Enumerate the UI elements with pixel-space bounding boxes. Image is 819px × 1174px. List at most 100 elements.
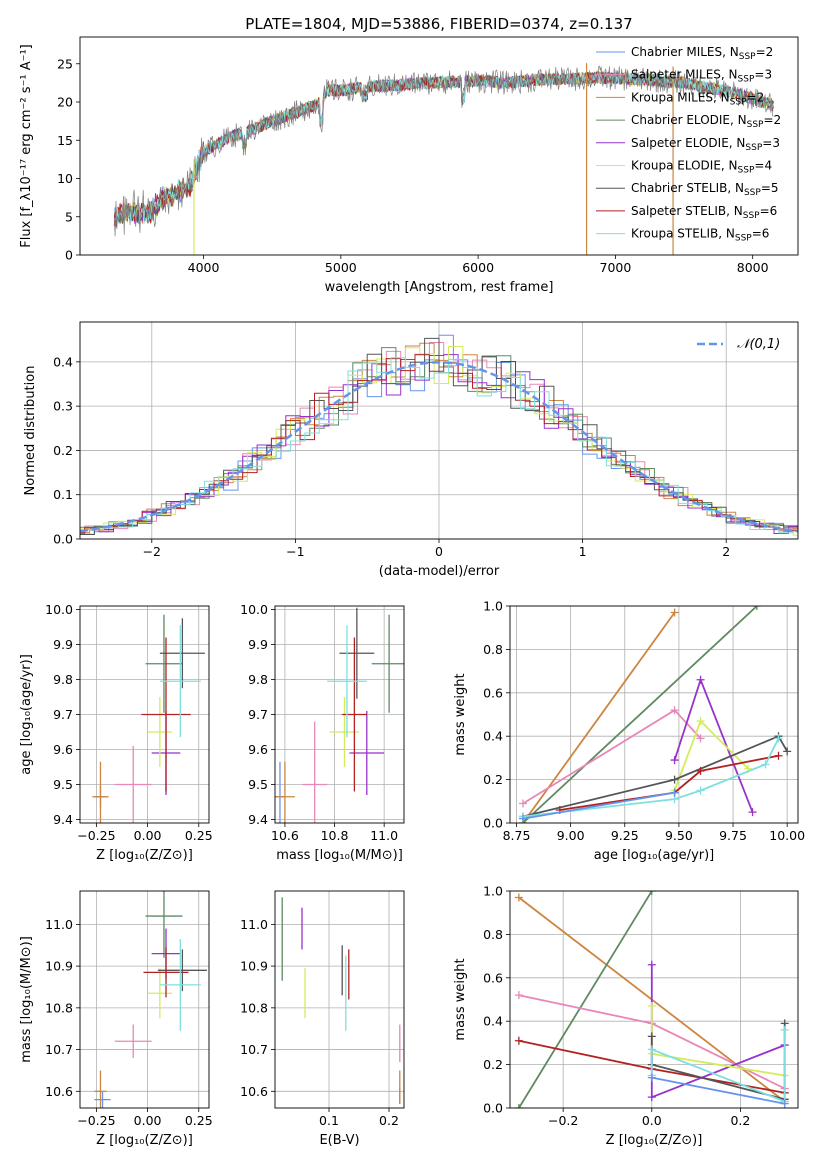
y-tick-label: 9.9	[53, 637, 73, 652]
weight-marker	[670, 788, 679, 797]
y-axis-label: age [log₁₀(age/yr)]	[19, 654, 34, 775]
spectrum-axes: 4000 5000 6000 7000 8000 0 5 10 15 20 25 wavelength…	[19, 44, 769, 295]
mass_vs_EBV-frame	[274, 890, 405, 1109]
y-tick-label: 11.0	[45, 917, 73, 932]
residuals-frame	[79, 321, 799, 540]
x-tick-label: −1	[286, 544, 304, 559]
data-spectrum-line	[113, 65, 774, 237]
legend-label: Chabrier MILES, NSSP=2	[631, 45, 773, 62]
y-tick-label: 0.6	[483, 970, 503, 985]
legend-subscript: SSP	[730, 97, 747, 107]
y-tick-label: 10.6	[45, 1084, 73, 1099]
weight-marker	[518, 799, 527, 808]
y-axis-label: mass [log₁₀(M/M⊙)]	[19, 936, 34, 1063]
spectrum-frame	[79, 36, 799, 256]
weight-marker	[696, 675, 705, 684]
legend-subscript: SSP	[735, 234, 752, 244]
y-tick-label: 0.2	[483, 772, 503, 787]
weight-marker	[647, 1073, 656, 1082]
weight-marker	[514, 1104, 523, 1108]
y-tick-label: 1.0	[483, 884, 503, 899]
weight-marker	[752, 606, 761, 610]
weight_vs_Z-frame	[509, 890, 799, 1109]
y-tick-label: 9.5	[248, 777, 268, 792]
x-tick-label: 9.50	[665, 828, 693, 843]
mass_vs_Z-frame	[79, 890, 210, 1109]
y-tick-label: 11.0	[240, 917, 268, 932]
legend-label: 𝒩(0,1)	[737, 337, 780, 352]
weight_vs_age-grid	[510, 605, 798, 824]
weight-marker	[647, 1045, 656, 1054]
weight-line	[518, 891, 653, 1108]
x-axis-label: E(B-V)	[319, 1133, 359, 1148]
legend-subscript: SSP	[744, 188, 761, 198]
spectrum-legend: Chabrier MILES, NSSP=2 Salpeter MILES, NS…	[596, 45, 781, 244]
x-tick-label: 8.75	[503, 828, 531, 843]
x-tick-label: −0.2	[548, 1113, 578, 1128]
weight-marker	[696, 766, 705, 775]
legend-count: =6	[752, 227, 770, 241]
weight-marker	[761, 760, 770, 769]
x-tick-label: 9.25	[611, 828, 639, 843]
legend-label: Chabrier STELIB, NSSP=5	[631, 181, 779, 198]
legend-count: =4	[754, 159, 772, 173]
figure-title: PLATE=1804, MJD=53886, FIBERID=0374, z=0…	[245, 15, 632, 33]
legend-subscript: SSP	[738, 75, 755, 85]
gaussian-curve	[80, 361, 798, 533]
weight-marker	[774, 751, 783, 760]
weight-marker	[670, 706, 679, 715]
weight-marker	[748, 808, 757, 817]
y-tick-label: 10.8	[45, 1000, 73, 1015]
x-tick-label: 5000	[325, 260, 357, 275]
weight-line	[673, 677, 754, 813]
legend-count: =2	[763, 113, 781, 127]
x-tick-label: 0	[435, 544, 443, 559]
x-axis-label: Z [log₁₀(Z/Z⊙)]	[96, 1133, 193, 1148]
x-axis-label: Z [log₁₀(Z/Z⊙)]	[96, 848, 193, 863]
histogram-step	[80, 337, 798, 535]
x-tick-label: 0.2	[730, 1113, 750, 1128]
age_vs_mass-points	[275, 607, 404, 823]
y-axis-label: mass weight	[453, 958, 468, 1040]
legend-label: Salpeter ELODIE, NSSP=3	[631, 136, 780, 153]
y-tick-label: 10.6	[240, 1084, 268, 1099]
weight-line	[522, 737, 780, 818]
legend-count: =2	[747, 90, 765, 104]
y-tick-label: 9.7	[248, 707, 268, 722]
weight_vs_age-axes: 8.75 9.00 9.25 9.50 9.75 10.00 0.0 0.2 0.4 0.6 0.8…	[453, 599, 805, 864]
x-tick-label: 10.8	[321, 828, 349, 843]
mass_vs_Z-points	[94, 891, 207, 1108]
age_vs_Z-points	[92, 614, 205, 823]
x-axis-label: age [log₁₀(age/yr)]	[594, 848, 715, 863]
legend-count: =6	[760, 204, 778, 218]
legend-count: =3	[754, 68, 772, 82]
x-tick-label: 0.00	[134, 1113, 162, 1128]
y-tick-label: 9.6	[53, 742, 73, 757]
y-axis-label: Flux [f_λ10⁻¹⁷ erg cm⁻² s⁻¹ A⁻¹]	[19, 44, 34, 248]
x-tick-label: 1	[579, 544, 587, 559]
weight-marker	[518, 814, 527, 823]
x-axis-label: wavelength [Angstrom, rest frame]	[325, 280, 554, 295]
y-tick-label: 9.4	[248, 812, 268, 827]
y-tick-label: 10.9	[240, 959, 268, 974]
weight_vs_age-lines	[518, 606, 792, 823]
x-tick-label: 6000	[462, 260, 494, 275]
weight-marker	[647, 891, 656, 895]
legend-label: Kroupa ELODIE, NSSP=4	[631, 159, 772, 176]
age_vs_mass-frame	[274, 605, 405, 824]
y-tick-label: 0.1	[53, 487, 73, 502]
age_vs_mass-grid	[275, 606, 404, 823]
y-tick-label: 10.0	[45, 602, 73, 617]
x-tick-label: −0.25	[77, 828, 115, 843]
y-tick-label: 9.9	[248, 637, 268, 652]
weight_vs_Z-lines	[514, 891, 789, 1108]
x-axis-label: mass [log₁₀(M/M⊙)]	[276, 848, 403, 863]
weight-line	[651, 1076, 785, 1105]
weight-marker	[647, 960, 656, 969]
y-tick-label: 0.4	[53, 354, 73, 369]
legend-label: Salpeter MILES, NSSP=3	[631, 68, 772, 85]
legend-label: Salpeter STELIB, NSSP=6	[631, 204, 777, 221]
weight-marker	[696, 786, 705, 795]
y-tick-label: 10.8	[240, 1000, 268, 1015]
